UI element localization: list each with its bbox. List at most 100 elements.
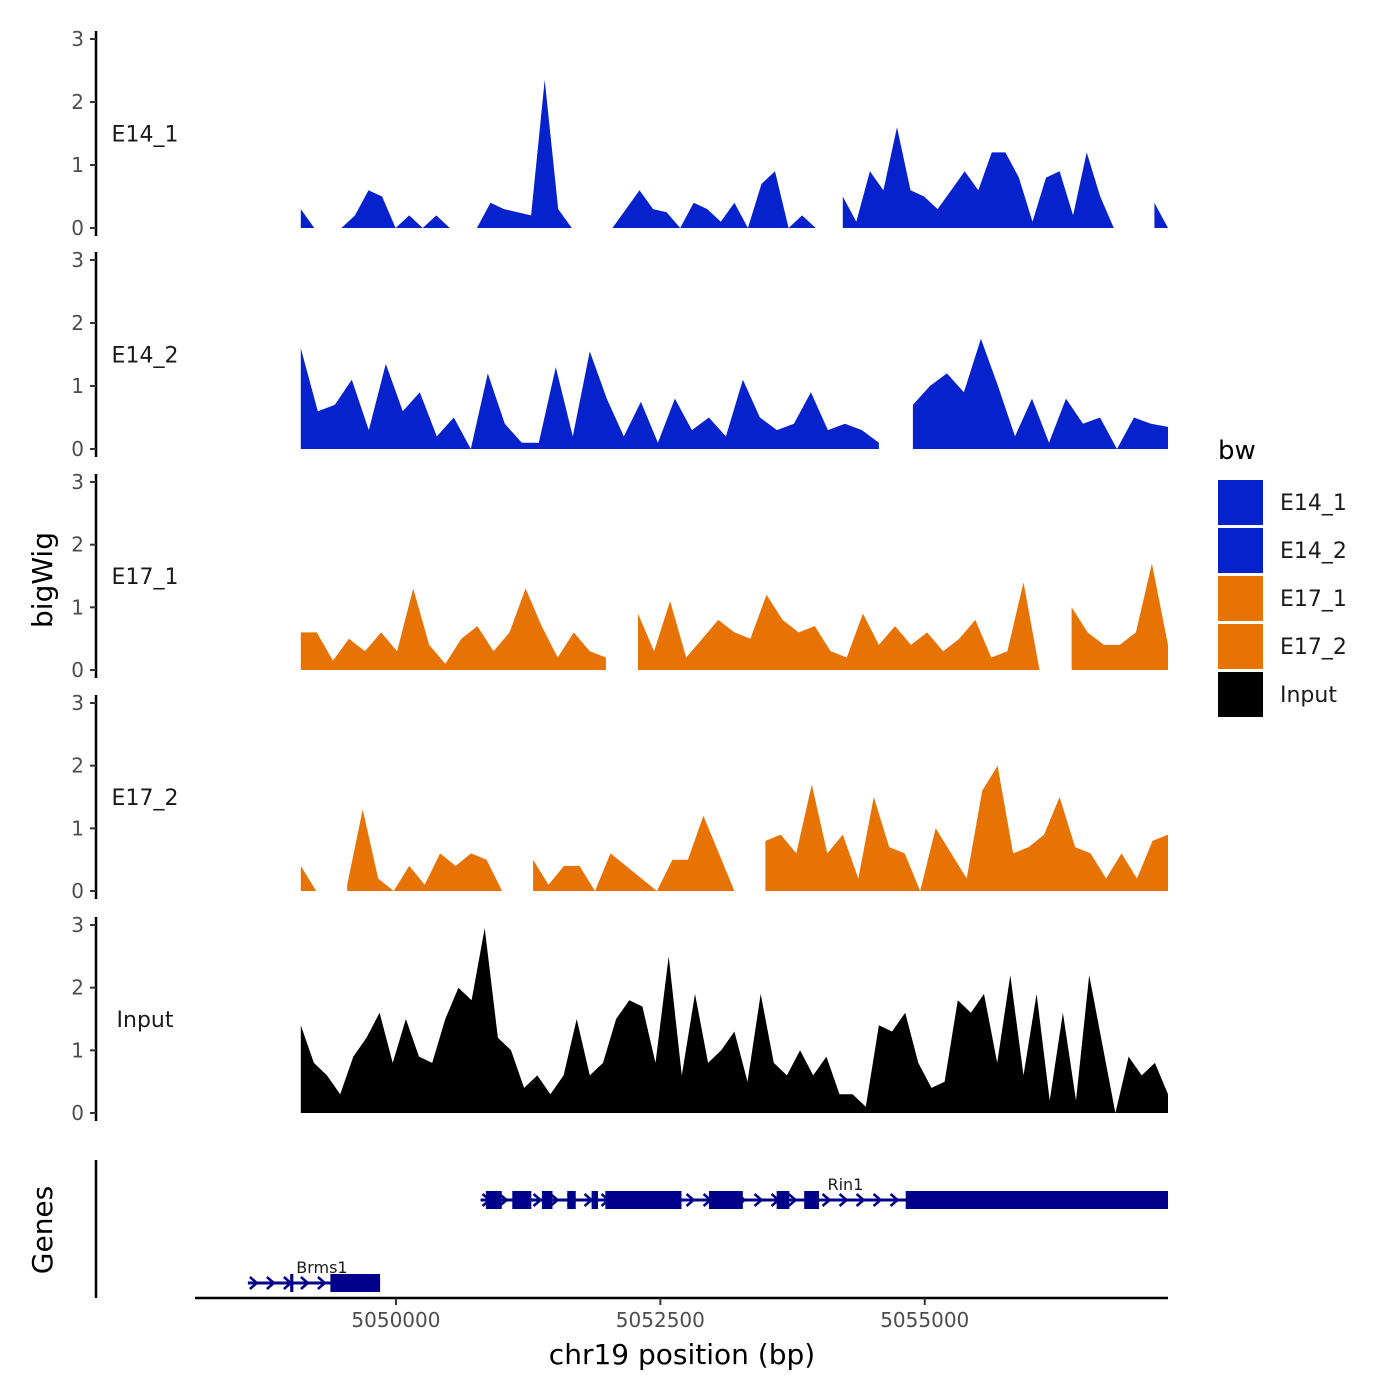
y-tick-label: 0 [71,437,84,461]
y-tick-label: 2 [71,976,84,1000]
coverage-area [765,765,1168,891]
legend-swatch [1218,576,1263,621]
legend-swatch [1218,672,1263,717]
genes-panel: Rin1 Brms1 [94,1160,1168,1298]
gene-label: Brms1 [296,1258,347,1277]
legend-label: E17_2 [1280,635,1347,660]
gene-exon [804,1191,819,1209]
track-label: Input [117,1008,174,1033]
legend-swatch [1218,480,1263,525]
strand-arrow [266,1276,276,1290]
track-e14-1: 0 1 2 3 E14_1 [71,27,1168,240]
y-tick-label: 1 [71,374,84,398]
track-e14-2: 0 1 2 3 E14_2 [71,248,1168,461]
x-tick-label: 5052500 [616,1308,705,1332]
legend-swatch [1218,624,1263,669]
coverage-area [341,190,450,228]
coverage-area [300,865,317,891]
y-tick-label: 3 [71,27,84,51]
legend-label: Input [1280,683,1337,708]
strand-arrow [821,1193,832,1207]
coverage-area [300,928,1168,1113]
legend-entry-e14-2: E14_2 [1218,528,1347,573]
legend-swatch [1218,528,1263,573]
coverage-area [638,582,1040,670]
track-input: 0 1 2 3 Input [71,913,1168,1125]
gene-exon [512,1191,532,1209]
strand-arrow [685,1193,696,1207]
strand-arrow [498,1193,509,1207]
gene-exon [485,1191,502,1209]
track-e17-2: 0 1 2 3 E17_2 [71,691,1168,903]
strand-arrow [532,1193,543,1207]
coverage-area [300,588,606,670]
legend-label: E14_1 [1280,491,1347,516]
gene-exon [776,1191,790,1209]
strand-arrow [549,1193,560,1207]
x-tick-label: 5055000 [880,1308,969,1332]
track-label: E17_2 [112,786,179,811]
y-axis-title: bigWig [26,532,59,628]
y-tick-label: 0 [71,216,84,240]
y-tick-label: 2 [71,754,84,778]
legend-entry-e14-1: E14_1 [1218,480,1347,525]
strand-arrow [889,1193,900,1207]
coverage-area [1071,563,1168,670]
strand-arrow [753,1193,764,1207]
coverage-area [533,815,735,891]
strand-arrow [838,1193,849,1207]
coverage-area [842,127,1114,228]
coverage-area [912,338,1168,449]
legend-label: E14_2 [1280,539,1347,564]
y-tick-label: 1 [71,153,84,177]
strand-arrow [249,1276,259,1290]
strand-arrow [855,1193,866,1207]
y-tick-label: 0 [71,879,84,903]
y-tick-label: 2 [71,311,84,335]
legend-title: bw [1218,436,1256,466]
strand-arrow [583,1193,594,1207]
x-axis-title: chr19 position (bp) [549,1338,815,1371]
legend-entry-e17-1: E17_1 [1218,576,1347,621]
coverage-area [476,79,572,229]
x-axis: 5050000 5052500 5055000 [195,1296,1168,1332]
y-tick-label: 3 [71,691,84,715]
y-tick-label: 2 [71,90,84,114]
legend-entry-input: Input [1218,672,1337,717]
coverage-tracks: 0 1 2 3 E14_1 0 1 2 3 E14_2 0 1 2 3 E17_1 0 1 2 3 E17_2 0 1 2 3… [71,27,1168,1125]
strand-arrow [300,1276,310,1290]
track-label: E14_2 [112,344,179,369]
track-e17-1: 0 1 2 3 E17_1 [71,470,1168,682]
strand-arrow [787,1193,798,1207]
coverage-area [1154,202,1168,228]
legend-entry-e17-2: E17_2 [1218,624,1347,669]
gene-exon [567,1191,576,1209]
y-tick-label: 2 [71,533,84,557]
legend-label: E17_1 [1280,587,1347,612]
gene-exon [290,1274,294,1292]
y-tick-label: 0 [71,1101,84,1125]
coverage-area [612,171,816,228]
strand-arrow [317,1276,327,1290]
genes-axis-title: Genes [26,1186,59,1274]
coverage-area [300,209,315,228]
track-label: E14_1 [112,123,179,148]
gene-label: Rin1 [827,1175,863,1194]
track-label: E17_1 [112,565,179,590]
coverage-area [347,809,503,891]
strand-arrow [872,1193,883,1207]
gene-exon [330,1274,381,1292]
y-tick-label: 3 [71,470,84,494]
x-tick-label: 5050000 [351,1308,440,1332]
y-tick-label: 3 [71,248,84,272]
gene-exon [605,1191,682,1209]
y-tick-label: 3 [71,913,84,937]
gene-exon [591,1191,598,1209]
gene-exon [541,1191,553,1209]
y-tick-label: 1 [71,816,84,840]
y-tick-label: 1 [71,595,84,619]
gene-brms1: Brms1 [247,1258,381,1292]
gene-exon [905,1191,1168,1209]
y-tick-label: 1 [71,1038,84,1062]
